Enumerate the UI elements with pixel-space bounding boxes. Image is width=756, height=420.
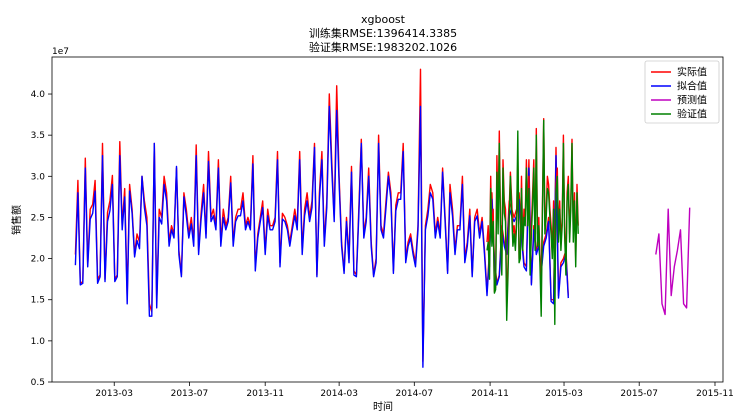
x-tick-label: 2015-11 [696, 389, 734, 399]
y-tick-label: 1.0 [31, 337, 46, 347]
x-tick-label: 2015-03 [545, 389, 583, 399]
y-axis-label: 销售额 [10, 205, 23, 235]
y-tick-label: 3.0 [31, 172, 46, 182]
plot-lines [74, 68, 691, 368]
y-tick-label: 3.5 [31, 131, 45, 141]
legend-label: 实际值 [677, 66, 707, 79]
series-fitted-line [74, 105, 569, 368]
x-tick-label: 2013-07 [171, 389, 209, 399]
chart-title-line-1: xgboost [361, 13, 406, 26]
y-tick-label: 2.0 [31, 255, 46, 265]
x-tick-label: 2014-11 [471, 389, 509, 399]
x-tick-label: 2014-03 [320, 389, 358, 399]
y-axis: 0.5 1.0 1.5 2.0 2.5 3.0 3.5 4.0 [31, 90, 52, 388]
series-prediction-line [655, 207, 691, 316]
chart-title-line-2: 训练集RMSE:1396414.3385 [309, 26, 457, 40]
y-tick-label: 4.0 [31, 90, 46, 100]
y-tick-label: 1.5 [31, 296, 45, 306]
series-validation-line [486, 119, 579, 326]
x-tick-label: 2013-03 [95, 389, 133, 399]
x-tick-label: 2013-11 [246, 389, 284, 399]
legend-frame [644, 60, 720, 124]
x-tick-label: 2015-07 [620, 389, 658, 399]
y-offset-text: 1e7 [52, 47, 69, 57]
chart-title-line-3: 验证集RMSE:1983202.1026 [309, 40, 457, 54]
legend-label: 预测值 [677, 94, 707, 107]
x-tick-label: 2014-07 [395, 389, 433, 399]
y-tick-label: 2.5 [31, 213, 45, 223]
legend-label: 拟合值 [677, 80, 707, 93]
x-axis-label: 时间 [373, 400, 393, 413]
plot-frame [51, 56, 724, 383]
legend-label: 验证值 [677, 108, 707, 121]
y-tick-label: 0.5 [31, 378, 45, 388]
x-axis: 2013-03 2013-07 2013-11 2014-03 2014-07 2014-… [95, 382, 734, 399]
